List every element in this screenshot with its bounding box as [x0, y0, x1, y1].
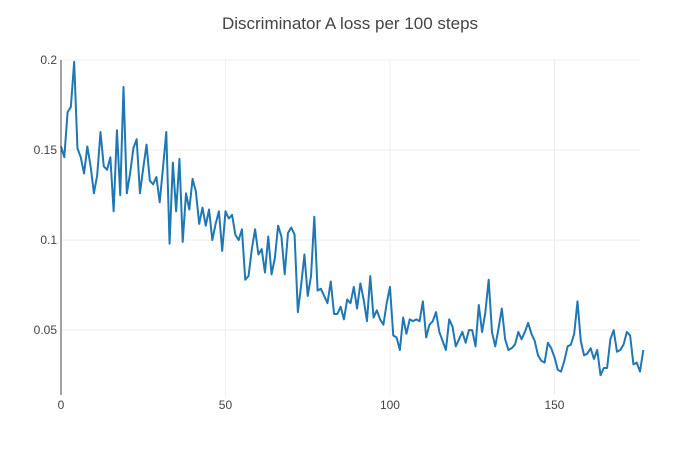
x-tick-label: 0 [58, 398, 65, 412]
x-gridlines [224, 60, 555, 395]
y-tick-label: 0.2 [40, 53, 57, 67]
y-tick-label: 0.15 [34, 143, 58, 157]
plot-area [60, 60, 645, 377]
x-tick-label: 150 [544, 398, 564, 412]
y-gridlines [61, 59, 640, 331]
chart-title: Discriminator A loss per 100 steps [222, 14, 478, 33]
y-axis-tick-labels: 0.05 0.1 0.15 0.2 [34, 53, 58, 337]
x-tick-label: 100 [380, 398, 400, 412]
series-line [60, 60, 645, 377]
y-tick-label: 0.1 [40, 233, 57, 247]
y-tick-label: 0.05 [34, 323, 58, 337]
x-axis-tick-labels: 0 50 100 150 [58, 398, 565, 412]
x-tick-label: 50 [219, 398, 233, 412]
